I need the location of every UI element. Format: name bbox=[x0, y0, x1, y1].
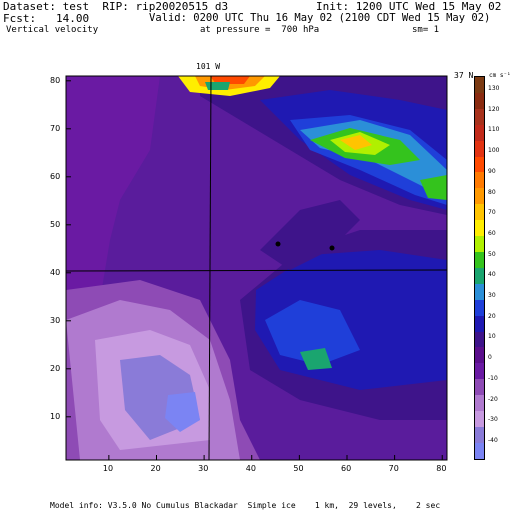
colorbar-label: 30 bbox=[488, 292, 496, 300]
longitude-label: 101 W bbox=[196, 62, 221, 71]
station-dot-2 bbox=[329, 245, 335, 251]
x-tick-label: 70 bbox=[388, 464, 399, 473]
y-tick-label: 80 bbox=[50, 75, 61, 85]
colorbar-segment bbox=[475, 236, 484, 252]
y-tick-label: 30 bbox=[50, 315, 61, 325]
colorbar-segment bbox=[475, 140, 484, 157]
x-tick-label: 80 bbox=[436, 464, 447, 473]
colorbar-segment bbox=[475, 379, 484, 396]
colorbar-segment bbox=[475, 315, 484, 332]
colorbar-label: 110 bbox=[488, 126, 500, 134]
x-tick-label: 10 bbox=[102, 464, 114, 473]
colorbar-segment bbox=[475, 283, 484, 300]
forecast-hour-label: Fcst: 14.00 bbox=[3, 12, 90, 25]
colorbar-segment bbox=[475, 77, 484, 93]
y-tick-label: 50 bbox=[50, 219, 61, 229]
axis-tick-marks bbox=[66, 80, 443, 460]
colorbar-segment bbox=[475, 108, 484, 125]
y-tick-label: 60 bbox=[50, 171, 61, 181]
colorbar-label: -20 bbox=[488, 395, 498, 403]
colorbar-label: -10 bbox=[488, 374, 498, 382]
plot-frame bbox=[65, 75, 448, 461]
y-tick-label: 10 bbox=[50, 411, 61, 421]
colorbar-label: -40 bbox=[488, 437, 498, 444]
x-tick-label: 60 bbox=[340, 464, 352, 473]
units-label: cm s⁻¹ bbox=[489, 72, 511, 79]
y-tick-label: 70 bbox=[50, 123, 61, 133]
colorbar-label: 40 bbox=[488, 271, 496, 279]
colorbar-segment bbox=[475, 156, 484, 173]
colorbar-label: 70 bbox=[488, 209, 496, 217]
colorbar-segment bbox=[475, 188, 484, 205]
colorbar-label: 50 bbox=[488, 250, 496, 258]
colorbar-segment bbox=[475, 172, 484, 189]
colorbar-segment bbox=[475, 251, 484, 268]
colorbar-label: 0 bbox=[488, 354, 492, 362]
y-tick-label: 40 bbox=[50, 267, 61, 277]
colorbar-label: 130 bbox=[488, 85, 500, 92]
x-tick-label: 50 bbox=[293, 464, 304, 473]
colorbar-segment bbox=[475, 363, 484, 380]
colorbar-segment bbox=[475, 347, 484, 364]
colorbar-segment bbox=[475, 267, 484, 284]
pressure-level-label: at pressure = 700 hPa bbox=[200, 25, 320, 35]
colorbar-segment bbox=[475, 204, 484, 221]
latitude-label: 37 N bbox=[454, 71, 474, 80]
x-tick-label: 30 bbox=[198, 464, 209, 473]
colorbar-segment bbox=[475, 92, 484, 109]
colorbar-label: 20 bbox=[488, 312, 496, 320]
colorbar-segment bbox=[475, 411, 484, 427]
colorbar-label: 10 bbox=[488, 333, 496, 341]
colorbar-label: 80 bbox=[488, 188, 496, 196]
colorbar-segment bbox=[475, 331, 484, 348]
field-name-label: Vertical velocity bbox=[6, 25, 99, 35]
colorbar-label: 100 bbox=[488, 147, 500, 155]
colorbar-segment bbox=[475, 220, 484, 237]
valid-time-label: Valid: 0200 UTC Thu 16 May 02 (2100 CDT … bbox=[149, 12, 491, 24]
colorbar-segment bbox=[475, 395, 484, 412]
y-tick-label: 20 bbox=[50, 363, 61, 373]
longitude-line bbox=[208, 75, 212, 461]
x-tick-label: 20 bbox=[150, 464, 161, 473]
dataset-label: Dataset: test RIP: rip20020515 d3 bbox=[3, 0, 229, 13]
colorbar bbox=[474, 76, 485, 460]
colorbar-label: -30 bbox=[488, 416, 498, 424]
colorbar-label: 120 bbox=[488, 105, 500, 113]
x-tick-label: 40 bbox=[245, 464, 256, 473]
colorbar-segment bbox=[475, 299, 484, 316]
contour-fills bbox=[66, 76, 447, 460]
station-dot-1 bbox=[275, 241, 281, 247]
latitude-line bbox=[65, 269, 448, 272]
colorbar-label: 60 bbox=[488, 229, 496, 237]
colorbar-label: 90 bbox=[488, 167, 496, 175]
colorbar-segment bbox=[475, 442, 484, 459]
model-info-footer: Model info: V3.5.0 No Cumulus Blackadar … bbox=[50, 501, 441, 510]
colorbar-segment bbox=[475, 124, 484, 141]
smoothing-label: sm= 1 bbox=[412, 25, 440, 35]
init-time-label: Init: 1200 UTC Wed 15 May 02 bbox=[316, 0, 502, 13]
colorbar-segment bbox=[475, 426, 484, 443]
